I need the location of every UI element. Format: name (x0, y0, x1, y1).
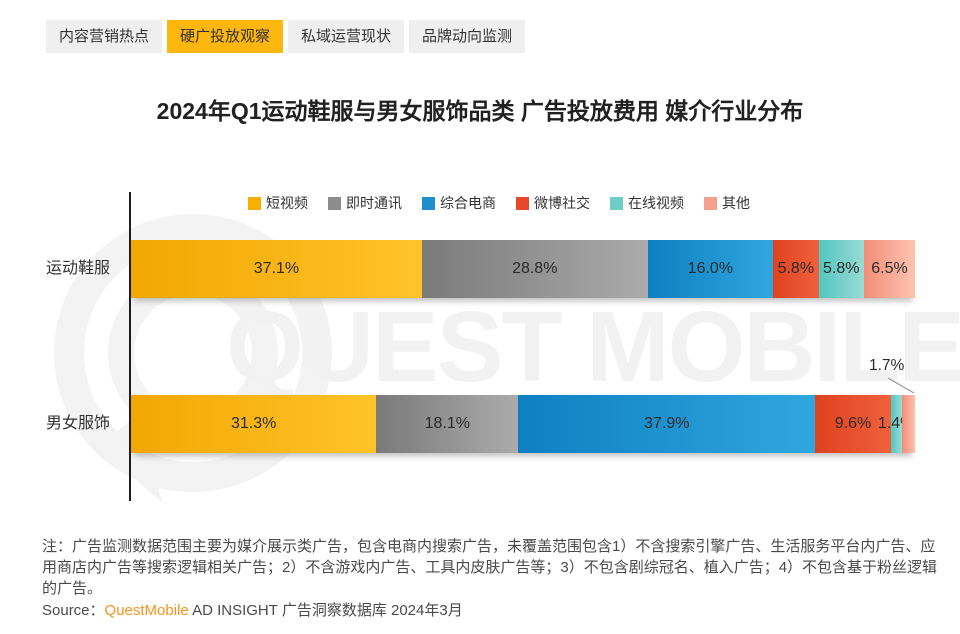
segment-value-label: 5.8% (777, 260, 815, 277)
source-line: Source：QuestMobile AD INSIGHT 广告洞察数据库 20… (42, 599, 463, 620)
segment-value-label: 5.8% (823, 260, 860, 277)
bar-segment-短视频: 37.1% (131, 240, 422, 298)
category-label: 运动鞋服 (45, 260, 110, 277)
tab-bar: 内容营销热点 硬广投放观察 私域运营现状 品牌动向监测 (46, 20, 526, 53)
segment-value-label: 6.5% (871, 260, 908, 277)
legend-item-微博社交: 微博社交 (516, 193, 590, 213)
legend-swatch-icon (516, 196, 529, 210)
bar-row-mens-womens-apparel: 男女服饰 31.3% 18.1% 37.9% 9.6% 1.4%1.7% (0, 395, 960, 453)
legend-swatch-icon (704, 196, 717, 210)
legend-swatch-icon (422, 196, 435, 210)
page-title: 2024年Q1运动鞋服与男女服饰品类 广告投放费用 媒介行业分布 (156, 98, 804, 124)
callout-leader-line (887, 377, 915, 394)
legend-item-短视频: 短视频 (248, 193, 308, 213)
callout-value-label: 1.7% (869, 357, 905, 374)
legend-label: 微博社交 (534, 195, 590, 211)
legend-item-在线视频: 在线视频 (610, 193, 684, 213)
legend-swatch-icon (248, 196, 261, 210)
segment-value-label: 37.9% (644, 415, 690, 432)
stacked-bar: 31.3% 18.1% 37.9% 9.6% 1.4%1.7% (131, 395, 915, 453)
watermark-text: QUEST MOBILE (226, 291, 960, 403)
bar-segment-其他: 6.5% (864, 240, 915, 298)
legend-item-综合电商: 综合电商 (422, 193, 496, 213)
brand-name: QuestMobile (104, 602, 189, 619)
tab-私域运营现状[interactable]: 私域运营现状 (288, 20, 405, 53)
legend-item-其他: 其他 (704, 193, 750, 213)
segment-value-label: 9.6% (834, 415, 872, 432)
bar-segment-在线视频: 1.4% (878, 395, 914, 453)
segment-value-label: 37.1% (253, 260, 300, 277)
bar-segment-短视频: 31.3% (131, 395, 377, 453)
segment-value-label: 18.1% (424, 415, 471, 432)
legend-label: 其他 (722, 195, 750, 211)
legend-label: 即时通讯 (346, 195, 402, 211)
y-axis-line (129, 192, 131, 501)
bar-segment-微博社交: 9.6% (815, 395, 891, 453)
legend-item-即时通讯: 即时通讯 (328, 193, 402, 213)
tab-内容营销热点[interactable]: 内容营销热点 (46, 20, 163, 53)
tab-硬广投放观察[interactable]: 硬广投放观察 (167, 20, 284, 53)
bar-segment-在线视频: 5.8% (818, 240, 865, 298)
bar-segment-其他: 1.7% (901, 395, 915, 453)
source-rest: AD INSIGHT 广告洞察数据库 2024年3月 (188, 602, 463, 619)
legend-label: 综合电商 (440, 195, 496, 211)
note-text: 注：广告监测数据范围主要为媒介展示类广告，包含电商内搜索广告，未覆盖范围包含1）… (42, 538, 938, 597)
legend-label: 在线视频 (628, 195, 684, 211)
legend-label: 短视频 (266, 195, 308, 211)
legend-swatch-icon (610, 196, 623, 210)
bar-row-sports-apparel: 运动鞋服 37.1% 28.8% 16.0% 5.8% 5.8% 6.5% (0, 240, 960, 298)
legend-swatch-icon (328, 196, 341, 210)
bar-segment-综合电商: 37.9% (518, 395, 816, 453)
segment-value-label: 31.3% (231, 415, 277, 432)
stacked-bar: 37.1% 28.8% 16.0% 5.8% 5.8% 6.5% (131, 240, 915, 298)
chart-legend: 短视频 即时通讯 综合电商 微博社交 在线视频 其他 (248, 193, 750, 213)
bar-segment-综合电商: 16.0% (647, 240, 774, 298)
segment-value-label: 16.0% (687, 260, 734, 277)
bar-segment-即时通讯: 28.8% (421, 240, 648, 298)
source-prefix: Source： (42, 602, 105, 619)
tab-品牌动向监测[interactable]: 品牌动向监测 (409, 20, 526, 53)
segment-value-label: 28.8% (512, 260, 558, 277)
bar-segment-即时通讯: 18.1% (376, 395, 519, 453)
bar-segment-微博社交: 5.8% (773, 240, 819, 298)
category-label: 男女服饰 (45, 415, 110, 432)
